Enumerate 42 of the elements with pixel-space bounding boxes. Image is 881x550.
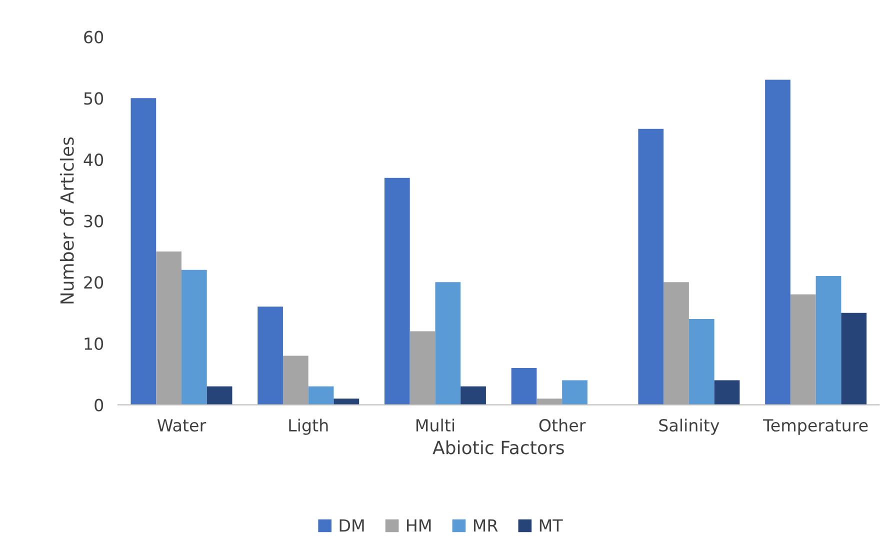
bar xyxy=(841,312,867,405)
bar xyxy=(460,386,486,405)
x-tick-label: Multi xyxy=(416,418,454,432)
legend-label: HM xyxy=(407,519,431,532)
bar xyxy=(410,331,436,405)
bar xyxy=(714,380,740,405)
y-tick-label: 50 xyxy=(84,92,104,105)
bar xyxy=(688,318,714,405)
x-tick-label: Ligth xyxy=(289,418,328,435)
x-tick-label: Other xyxy=(539,418,586,432)
bar xyxy=(816,276,842,405)
bar xyxy=(308,386,334,405)
bar xyxy=(181,270,207,405)
y-tick-label: 20 xyxy=(84,276,104,289)
bar xyxy=(664,282,689,405)
x-tick-label: Water xyxy=(157,419,206,432)
x-tick-label: Salinity xyxy=(659,418,720,435)
bar xyxy=(334,398,360,405)
bar xyxy=(790,294,816,405)
bar xyxy=(511,368,537,405)
y-tick-label: 30 xyxy=(84,214,104,228)
bar xyxy=(384,178,410,405)
bar xyxy=(536,398,562,405)
bar xyxy=(206,386,232,405)
bar xyxy=(156,251,182,405)
bar xyxy=(282,356,308,405)
bar xyxy=(258,306,283,405)
y-tick-label: 40 xyxy=(84,153,104,166)
bar xyxy=(638,128,664,405)
legend-label: DM xyxy=(340,519,364,532)
bar xyxy=(130,98,156,405)
bar xyxy=(562,380,588,405)
y-tick-label: 60 xyxy=(84,30,104,44)
legend-label: MR xyxy=(474,519,498,532)
y-tick-label: 0 xyxy=(94,398,104,412)
bar xyxy=(435,282,461,405)
y-axis-title: Number of Articles xyxy=(60,137,74,304)
x-axis-title: Abiotic Factors xyxy=(432,440,564,454)
y-tick-label: 10 xyxy=(84,337,104,350)
bar xyxy=(765,80,790,405)
legend-label: MT xyxy=(540,519,563,532)
x-tick-label: Temperature xyxy=(762,419,868,435)
